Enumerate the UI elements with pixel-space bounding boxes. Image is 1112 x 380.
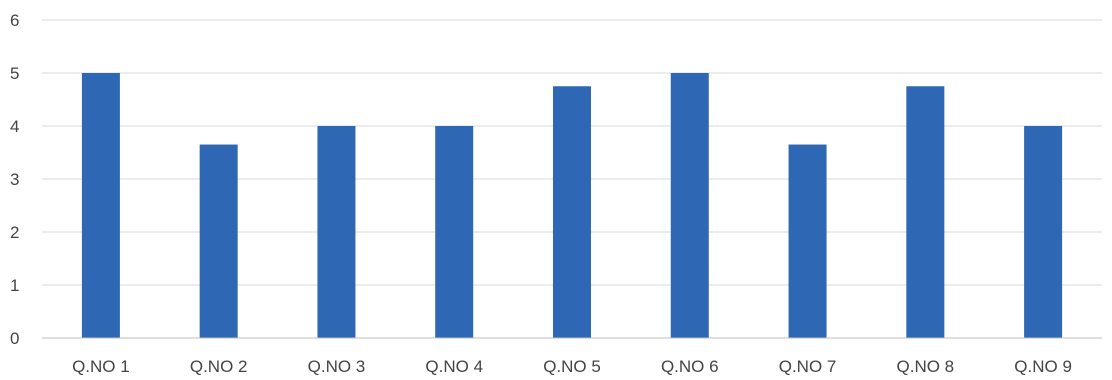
y-tick-label: 0 — [10, 329, 19, 348]
y-tick-label: 1 — [10, 276, 19, 295]
x-category-label: Q.NO 8 — [897, 357, 955, 376]
bar-q-no-4 — [435, 126, 474, 338]
x-category-label: Q.NO 9 — [1014, 357, 1072, 376]
y-tick-label: 3 — [10, 170, 19, 189]
bar-q-no-5 — [553, 86, 591, 338]
y-tick-label: 5 — [10, 64, 19, 83]
x-axis-category-labels: Q.NO 1 Q.NO 2 Q.NO 3 Q.NO 4 Q.NO 5 Q.NO 6 Q.NO… — [72, 357, 1072, 376]
bar-q-no-3 — [317, 126, 356, 338]
x-category-label: Q.NO 4 — [425, 357, 483, 376]
bar-q-no-6 — [670, 73, 709, 338]
x-category-label: Q.NO 6 — [661, 357, 719, 376]
y-tick-label: 2 — [10, 223, 19, 242]
x-category-label: Q.NO 1 — [72, 357, 130, 376]
y-axis-tick-labels: 0 1 2 3 4 5 6 — [10, 11, 19, 348]
bar-q-no-8 — [906, 86, 945, 338]
y-tick-label: 4 — [10, 117, 19, 136]
bar-q-no-9 — [1024, 126, 1063, 338]
bars — [81, 73, 1063, 338]
x-category-label: Q.NO 7 — [779, 357, 837, 376]
x-category-label: Q.NO 2 — [190, 357, 248, 376]
bar-q-no-2 — [199, 144, 238, 338]
x-category-label: Q.NO 3 — [308, 357, 366, 376]
x-category-label: Q.NO 5 — [543, 357, 601, 376]
bar-q-no-7 — [788, 144, 827, 338]
bar-q-no-1 — [81, 73, 120, 338]
y-tick-label: 6 — [10, 11, 19, 30]
